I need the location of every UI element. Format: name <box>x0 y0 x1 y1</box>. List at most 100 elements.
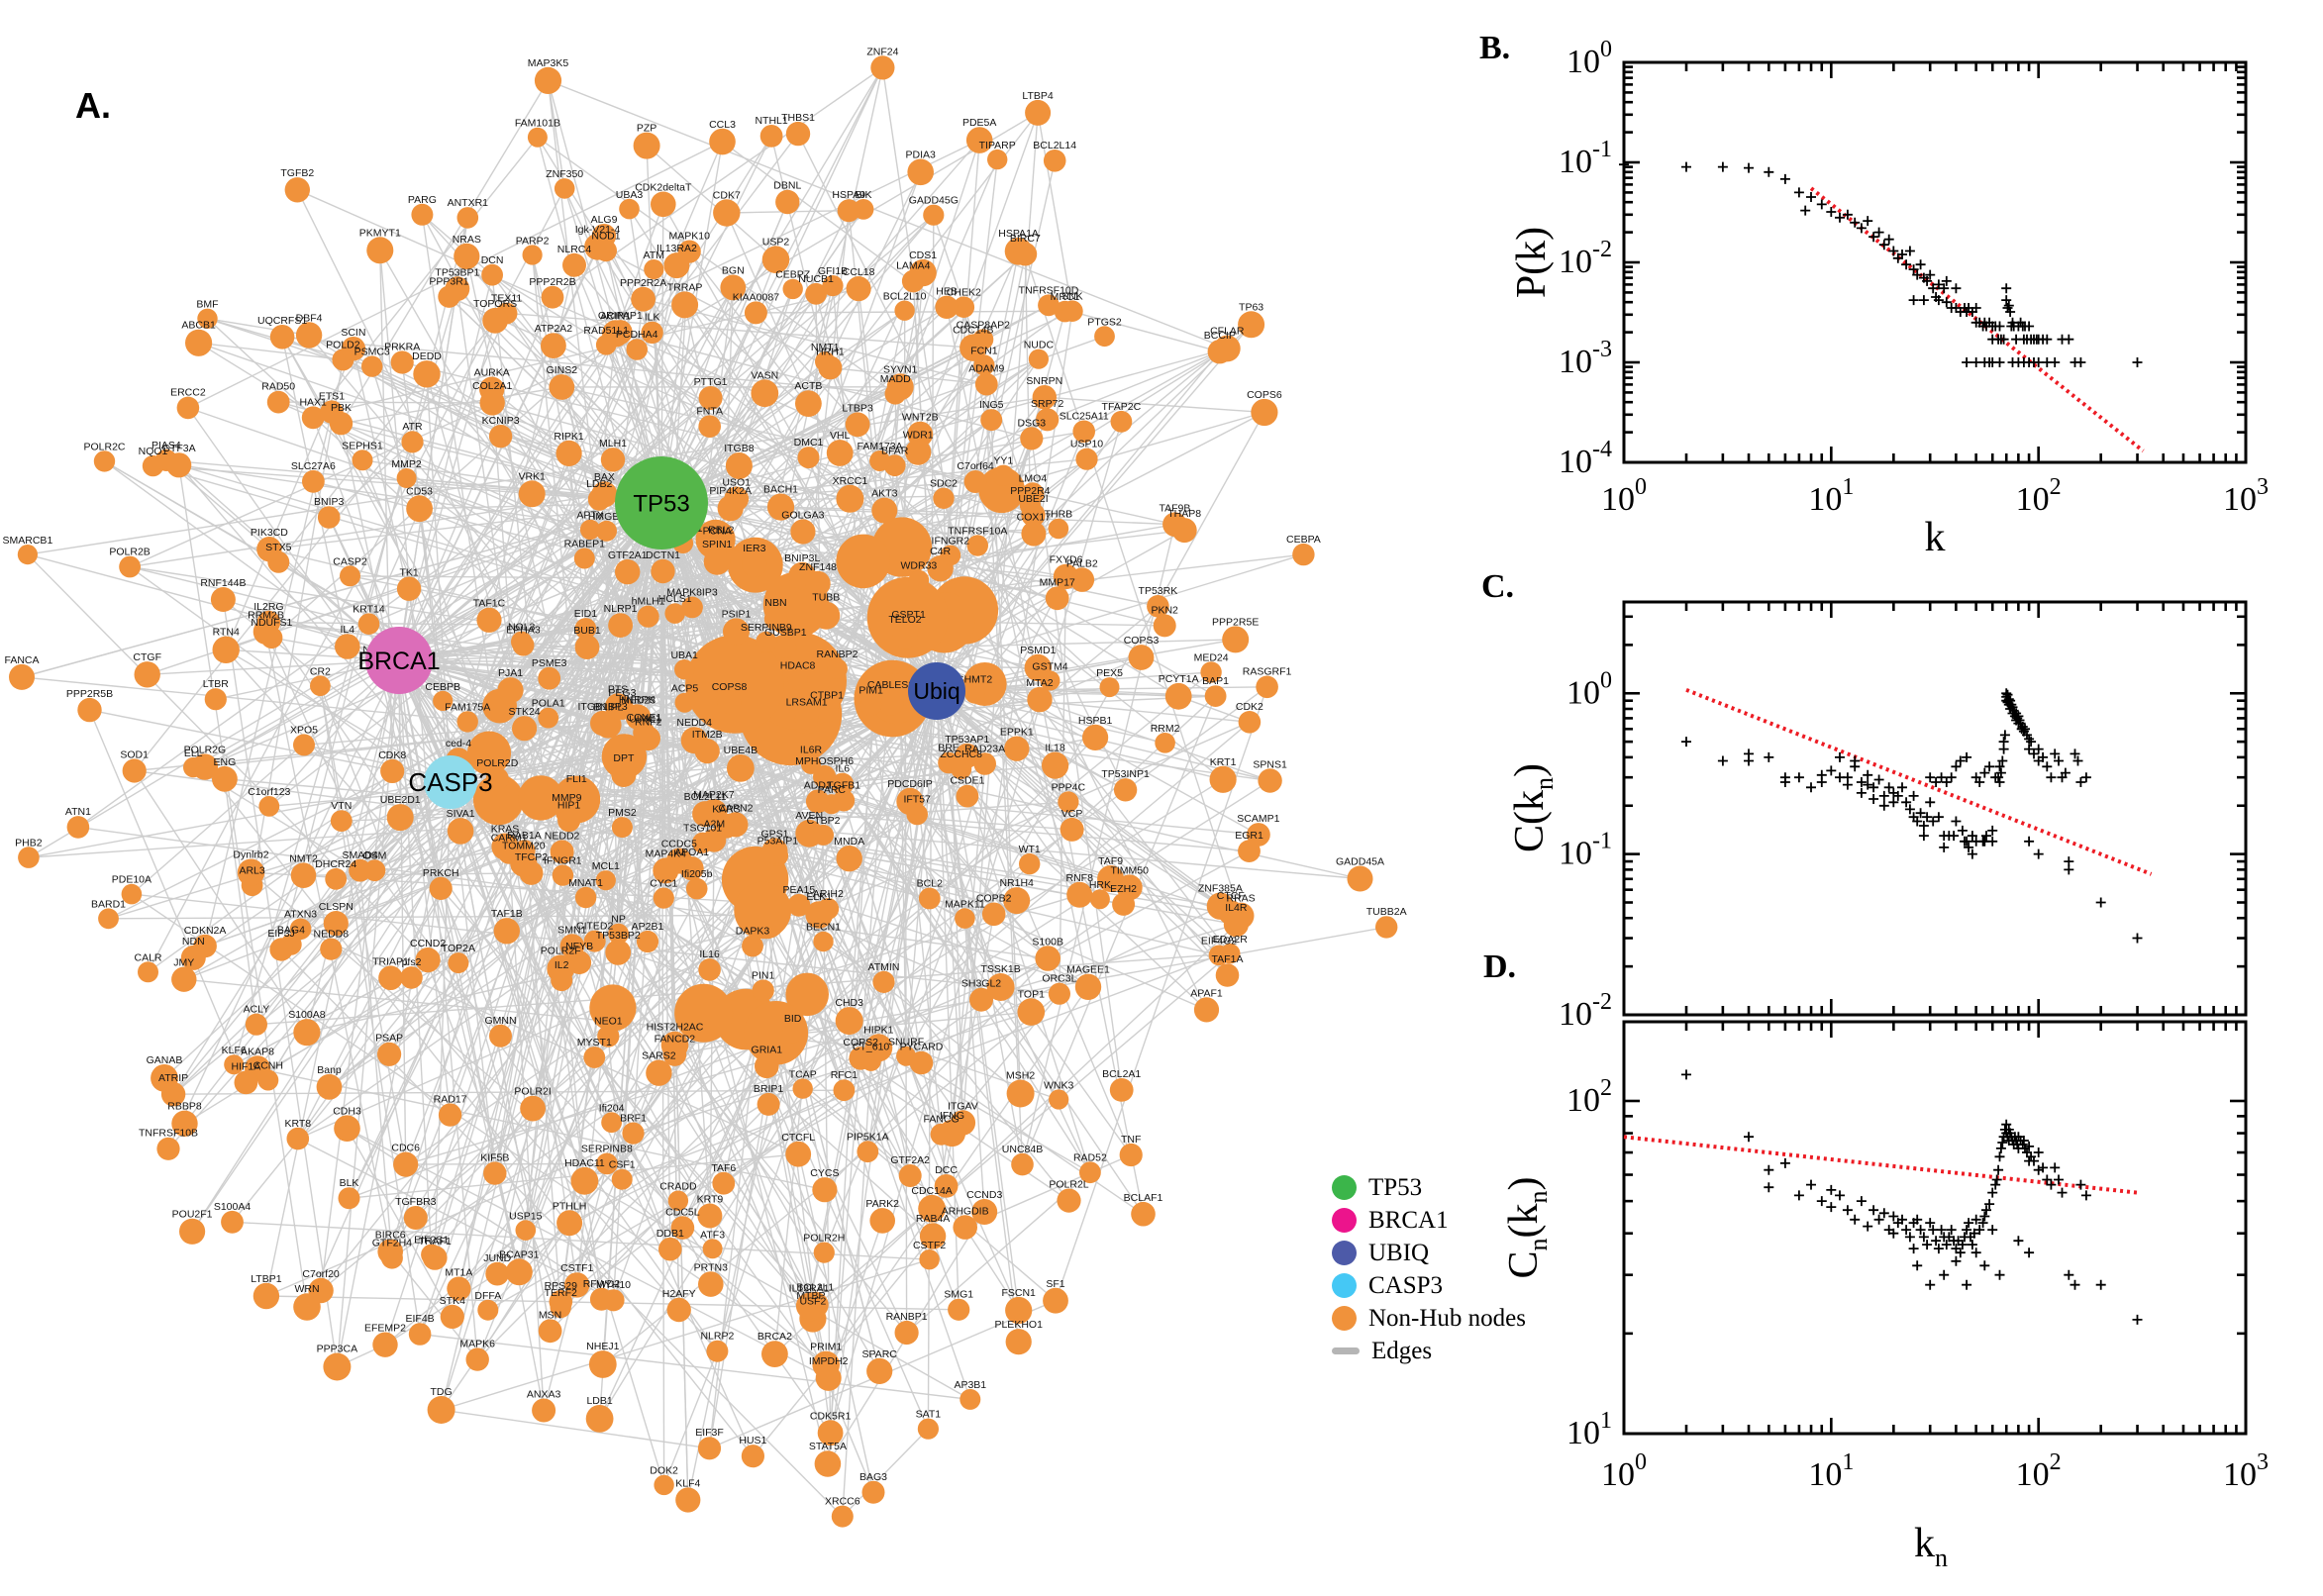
data-point <box>1883 782 1894 793</box>
network-node <box>815 699 839 723</box>
network-edge <box>319 685 421 1335</box>
network-edge <box>936 690 1242 917</box>
network-edge <box>358 870 393 1258</box>
x-axis-title: kn​ <box>1914 1521 1948 1572</box>
network-node <box>1256 675 1278 699</box>
network-node <box>702 1239 723 1259</box>
y-tick-label: 10-1 <box>1559 137 1612 180</box>
network-core-blob <box>473 774 524 826</box>
network-node <box>792 1078 813 1099</box>
network-node <box>9 663 35 690</box>
network-edge <box>256 1067 826 1191</box>
network-edge <box>669 690 938 1250</box>
data-point <box>1835 751 1845 762</box>
network-node <box>481 263 503 286</box>
network-edge <box>802 576 1067 1089</box>
data-point <box>1873 1214 1884 1225</box>
data-point <box>1835 1190 1845 1201</box>
data-point <box>2024 744 2035 754</box>
network-node <box>934 1174 959 1198</box>
network-node <box>210 587 236 612</box>
network-node <box>866 1357 893 1384</box>
network-node <box>992 464 1014 486</box>
network-edge <box>379 666 561 1302</box>
data-point <box>2033 848 2044 859</box>
network-node <box>1038 294 1060 317</box>
network-node <box>831 772 855 796</box>
x-tick-label: 102 <box>2016 474 2062 518</box>
data-point <box>1994 1269 2005 1280</box>
network-node <box>377 1239 404 1264</box>
data-point <box>2064 864 2074 875</box>
plot-ticks <box>1622 1022 2248 1436</box>
network-edge <box>225 348 354 650</box>
network-node <box>1258 768 1282 793</box>
network-node <box>266 390 290 414</box>
network-node <box>641 321 663 345</box>
network-node <box>759 124 783 148</box>
network-node <box>702 828 727 852</box>
network-node <box>138 961 158 983</box>
network-edge <box>643 298 987 385</box>
network-node <box>93 450 116 472</box>
network-edge <box>450 781 552 1332</box>
network-node <box>805 901 833 929</box>
data-point <box>2054 1174 2064 1185</box>
data-point <box>1717 161 1728 172</box>
network-node <box>775 189 800 215</box>
network-node <box>692 801 719 828</box>
data-point <box>1764 1164 1774 1175</box>
network-core-blob <box>836 534 890 589</box>
x-tick-label: 101 <box>1808 474 1854 518</box>
network-edge <box>903 310 908 1334</box>
network-node <box>685 877 708 900</box>
network-edge <box>341 423 938 692</box>
network-node <box>1119 1143 1143 1167</box>
data-point <box>1908 295 1919 306</box>
data-point <box>2064 1269 2074 1280</box>
network-edge <box>77 285 834 828</box>
data-point <box>2075 357 2086 367</box>
data-point <box>2057 1187 2068 1198</box>
network-node <box>785 121 811 147</box>
data-point <box>1888 797 1899 808</box>
network-node <box>438 285 460 308</box>
network-edge <box>660 502 872 1061</box>
data-point <box>1856 787 1867 798</box>
network-node <box>293 1293 321 1321</box>
network-node <box>697 1203 723 1229</box>
network-edge <box>434 781 452 1258</box>
network-node <box>497 677 524 704</box>
network-node <box>1215 963 1240 987</box>
network-edge <box>660 502 676 1046</box>
network-edge <box>335 339 984 925</box>
x-tick-label: 101 <box>1808 1449 1854 1493</box>
network-node <box>479 390 505 416</box>
data-point <box>1962 357 1972 367</box>
y-tick-label: 10-2 <box>1559 989 1612 1033</box>
network-node <box>512 716 538 742</box>
network-node <box>588 1350 617 1378</box>
network-node <box>482 307 508 334</box>
network-core-blob <box>601 734 648 779</box>
network-edge <box>441 1258 930 1411</box>
network-node <box>293 734 315 756</box>
network-node <box>717 495 744 522</box>
data-point <box>1987 1225 1998 1236</box>
network-edge <box>543 285 834 1411</box>
network-node <box>956 784 979 808</box>
data-point <box>1806 1179 1816 1190</box>
network-node <box>1035 946 1060 971</box>
network-node <box>871 497 898 524</box>
network-node <box>794 706 819 731</box>
network-node <box>401 431 424 453</box>
data-point <box>1949 831 1960 842</box>
network-edge <box>491 274 662 504</box>
network-edge <box>398 304 1050 661</box>
network-node <box>1251 398 1278 427</box>
network-node <box>1003 887 1031 915</box>
legend-edge-swatch <box>1332 1347 1360 1354</box>
network-node <box>960 1388 981 1410</box>
network-node <box>1027 686 1053 713</box>
network-node <box>633 132 660 159</box>
